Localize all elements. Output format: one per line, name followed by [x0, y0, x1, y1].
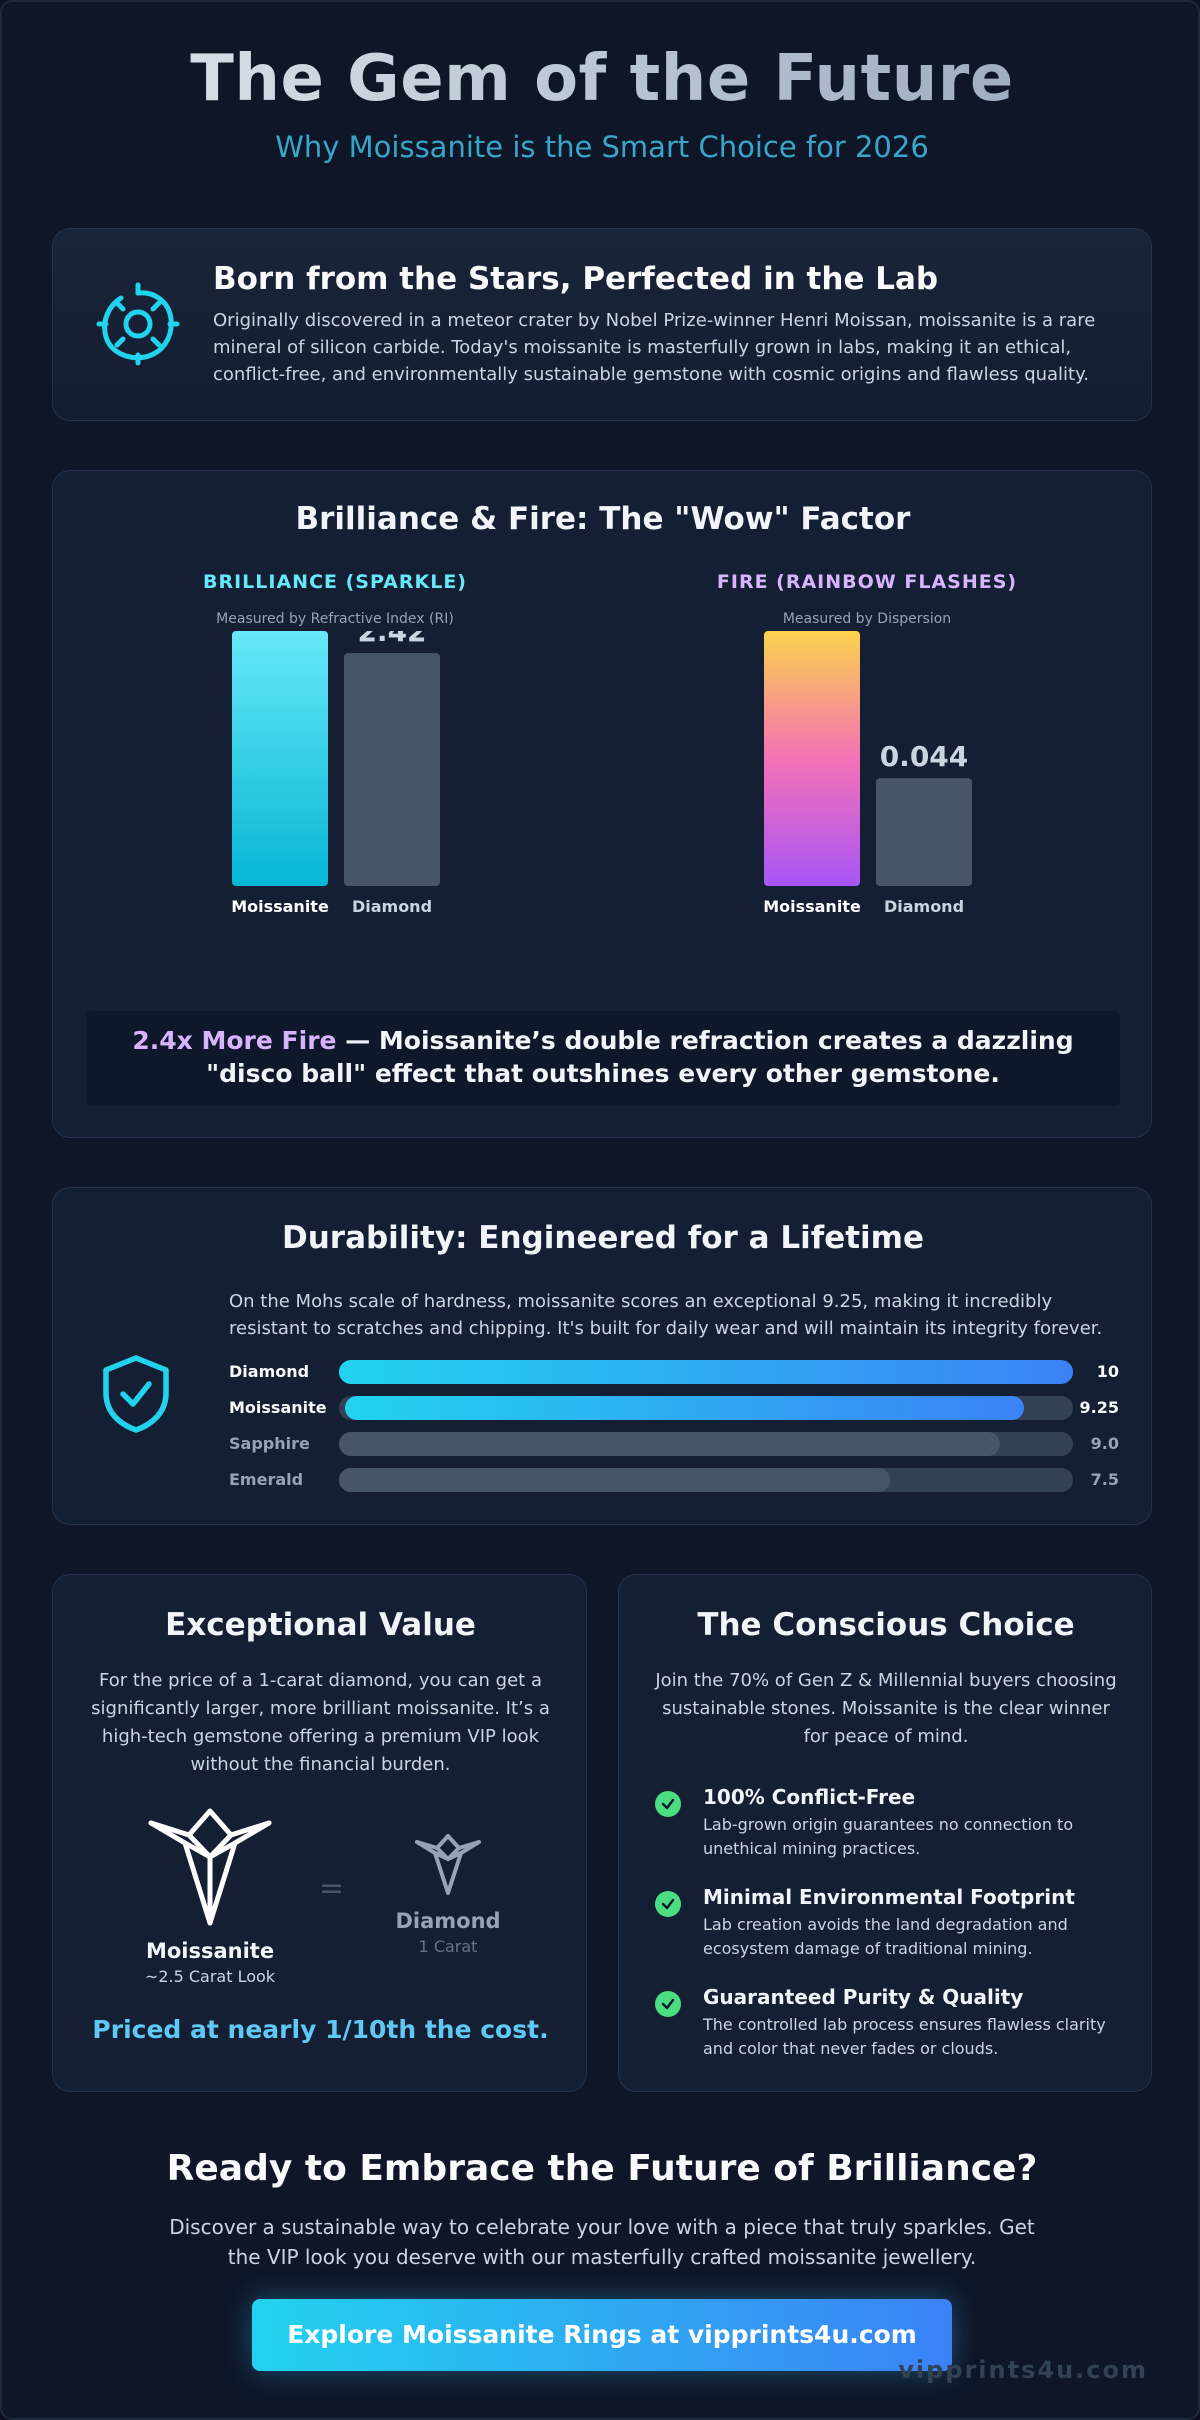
large-gem-icon [148, 1808, 272, 1926]
origin-text: Originally discovered in a meteor crater… [213, 310, 1096, 385]
hardness-track [339, 1432, 1073, 1456]
hardness-value: 10 [1096, 1362, 1119, 1381]
cta-title: Ready to Embrace the Future of Brillianc… [166, 2148, 1038, 2189]
conscious-intro: Join the 70% of Gen Z & Millennial buyer… [655, 1670, 1117, 1747]
durability-title: Durability: Engineered for a Lifetime [281, 1220, 924, 1256]
brilliance-chart: BRILLIANCE (SPARKLE) Measured by Refract… [155, 571, 515, 991]
conscious-card: The Conscious Choice Join the 70% of Gen… [618, 1574, 1152, 2092]
bar-diamond [344, 653, 440, 886]
bar-moissanite [764, 631, 860, 886]
small-gem-icon [415, 1834, 481, 1895]
hardness-row: Emerald 7.5 [229, 1466, 1119, 1494]
category-label: Diamond [352, 897, 432, 916]
callout-text: — Moissanite’s double refraction creates… [206, 1026, 1074, 1088]
fire-chart: FIRE (RAINBOW FLASHES) Measured by Dispe… [687, 571, 1047, 991]
chart-subtitle: Measured by Dispersion [782, 611, 952, 627]
hardness-label: Sapphire [229, 1434, 310, 1453]
page-subtitle: Why Moissanite is the Smart Choice for 2… [275, 130, 929, 164]
category-label: Moissanite [763, 897, 861, 916]
bar-moissanite [232, 631, 328, 886]
origin-card: Born from the Stars, Perfected in the La… [52, 228, 1152, 421]
page-title: The Gem of the Future [2, 42, 1198, 116]
hardness-label: Moissanite [229, 1398, 327, 1417]
hardness-track [339, 1396, 1073, 1420]
check-icon [655, 1991, 681, 2017]
diamond-label: Diamond [395, 1909, 501, 1933]
value-card: Exceptional Value For the price of a 1-c… [52, 1574, 587, 2092]
cta-text: Discover a sustainable way to celebrate … [169, 2215, 1035, 2269]
bar-value-label: 2.42 [357, 631, 426, 648]
moissanite-label: Moissanite [145, 1939, 275, 1963]
price-line: Priced at nearly 1/10th the cost. [92, 2015, 549, 2044]
bar-value-label: 0.044 [880, 740, 969, 773]
hardness-track [339, 1468, 1073, 1492]
hero-header: The Gem of the Future Why Moissanite is … [2, 42, 1198, 164]
category-label: Diamond [884, 897, 964, 916]
hardness-label: Diamond [229, 1362, 310, 1381]
hardness-fill [339, 1432, 1000, 1456]
hardness-row: Diamond 10 [229, 1358, 1119, 1386]
benefit-desc: Lab-grown origin guarantees no connectio… [703, 1815, 1074, 1858]
hardness-row: Sapphire 9.0 [229, 1430, 1119, 1458]
check-icon [655, 1891, 681, 1917]
chart-title: BRILLIANCE (SPARKLE) [203, 571, 467, 593]
bar-diamond [876, 778, 972, 886]
check-icon [655, 1791, 681, 1817]
brilliance-card: Brilliance & Fire: The "Wow" Factor BRIL… [52, 470, 1152, 1138]
benefit-desc: Lab creation avoids the land degradation… [703, 1915, 1068, 1958]
equals-sign: = [319, 1871, 345, 1906]
gear-gem-icon [96, 282, 180, 366]
callout-highlight: 2.4x More Fire [132, 1026, 337, 1055]
value-text: For the price of a 1-carat diamond, you … [91, 1670, 550, 1775]
hardness-row: Moissanite 9.25 [229, 1394, 1119, 1422]
benefit-title: Minimal Environmental Footprint [703, 1885, 1075, 1909]
benefit-title: Guaranteed Purity & Quality [703, 1985, 1024, 2009]
benefit-desc: The controlled lab process ensures flawl… [703, 2015, 1106, 2058]
shield-check-icon [103, 1355, 169, 1433]
category-label: Moissanite [231, 897, 329, 916]
hardness-value: 9.0 [1090, 1434, 1119, 1453]
hardness-value: 9.25 [1079, 1398, 1119, 1417]
conscious-title: The Conscious Choice [697, 1607, 1075, 1643]
origin-title: Born from the Stars, Perfected in the La… [213, 261, 939, 297]
benefit-title: 100% Conflict-Free [703, 1785, 916, 1809]
explore-rings-button[interactable]: Explore Moissanite Rings at vipprints4u.… [252, 2299, 952, 2371]
diamond-note: 1 Carat [418, 1937, 478, 1956]
brilliance-title: Brilliance & Fire: The "Wow" Factor [295, 501, 911, 537]
hardness-fill [339, 1468, 890, 1492]
durability-text: On the Mohs scale of hardness, moissanit… [229, 1291, 1103, 1339]
chart-subtitle: Measured by Refractive Index (RI) [216, 611, 454, 627]
value-title: Exceptional Value [165, 1607, 476, 1643]
hardness-label: Emerald [229, 1470, 304, 1489]
hardness-fill [345, 1396, 1024, 1420]
hardness-track [339, 1360, 1073, 1384]
fire-callout: 2.4x More Fire — Moissanite’s double ref… [86, 1011, 1120, 1106]
hardness-value: 7.5 [1090, 1470, 1119, 1489]
durability-card: Durability: Engineered for a Lifetime On… [52, 1187, 1152, 1525]
chart-title: FIRE (RAINBOW FLASHES) [716, 571, 1018, 593]
hardness-fill [339, 1360, 1073, 1384]
moissanite-note: ~2.5 Carat Look [144, 1967, 276, 1986]
watermark: vipprints4u.com [898, 2356, 1148, 2384]
